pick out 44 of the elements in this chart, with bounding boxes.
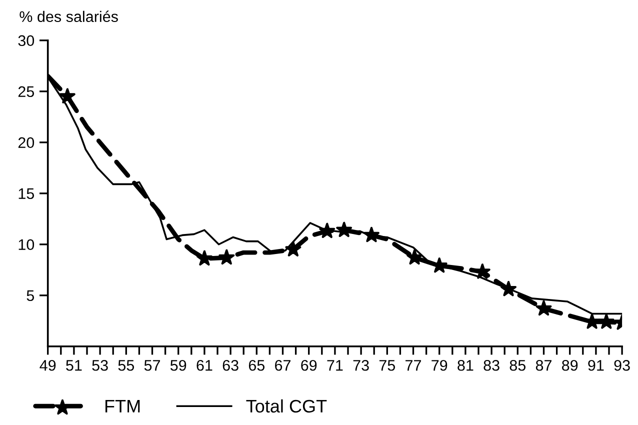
x-tick-label: 61 [196, 360, 212, 371]
x-tick-label: 81 [458, 360, 474, 371]
x-tick-label: 77 [406, 360, 421, 371]
point [474, 264, 490, 279]
x-tick-label: 85 [510, 360, 526, 371]
y-tick-label: 5 [26, 290, 34, 302]
x-tick-label: 91 [588, 360, 604, 371]
point [536, 300, 552, 316]
x-tick-label: 89 [562, 360, 578, 371]
point [598, 314, 614, 329]
point [364, 226, 380, 242]
y-axis-title: % des salariés [20, 10, 118, 22]
y-tick-label: 30 [18, 35, 34, 46]
x-tick-label: 75 [379, 360, 396, 371]
x-tick-label: 55 [118, 360, 134, 371]
point [500, 280, 516, 296]
x-tick-label: 83 [484, 360, 500, 371]
x-tick-label: 59 [170, 360, 186, 371]
x-tick-label: 67 [275, 360, 290, 371]
point [336, 222, 352, 238]
x-tick-label: 63 [222, 360, 238, 371]
x-tick-label: 51 [66, 360, 82, 371]
point [59, 88, 76, 104]
x-tick-label: 93 [614, 360, 630, 371]
x-tick-label: 69 [301, 360, 317, 371]
x-tick-label: 57 [144, 360, 160, 371]
y-tick-label: 10 [18, 239, 34, 250]
y-tick-label: 15 [18, 188, 34, 200]
legend-label: FTM [105, 400, 140, 412]
x-tick-label: 49 [40, 360, 56, 371]
legend-label: Total CGT [246, 399, 327, 413]
x-tick-label: 65 [248, 360, 265, 371]
x-tick-label: 53 [92, 360, 108, 371]
point [196, 250, 212, 266]
point [218, 249, 235, 265]
y-tick-label: 20 [18, 137, 34, 148]
x-tick-label: 71 [327, 360, 343, 371]
point [406, 249, 423, 265]
x-tick-label: 87 [536, 360, 552, 371]
y-tick-label: 25 [18, 86, 34, 98]
x-tick-label: 79 [432, 360, 448, 371]
x-tick-label: 73 [353, 360, 369, 371]
point [285, 241, 302, 256]
point [319, 222, 336, 238]
